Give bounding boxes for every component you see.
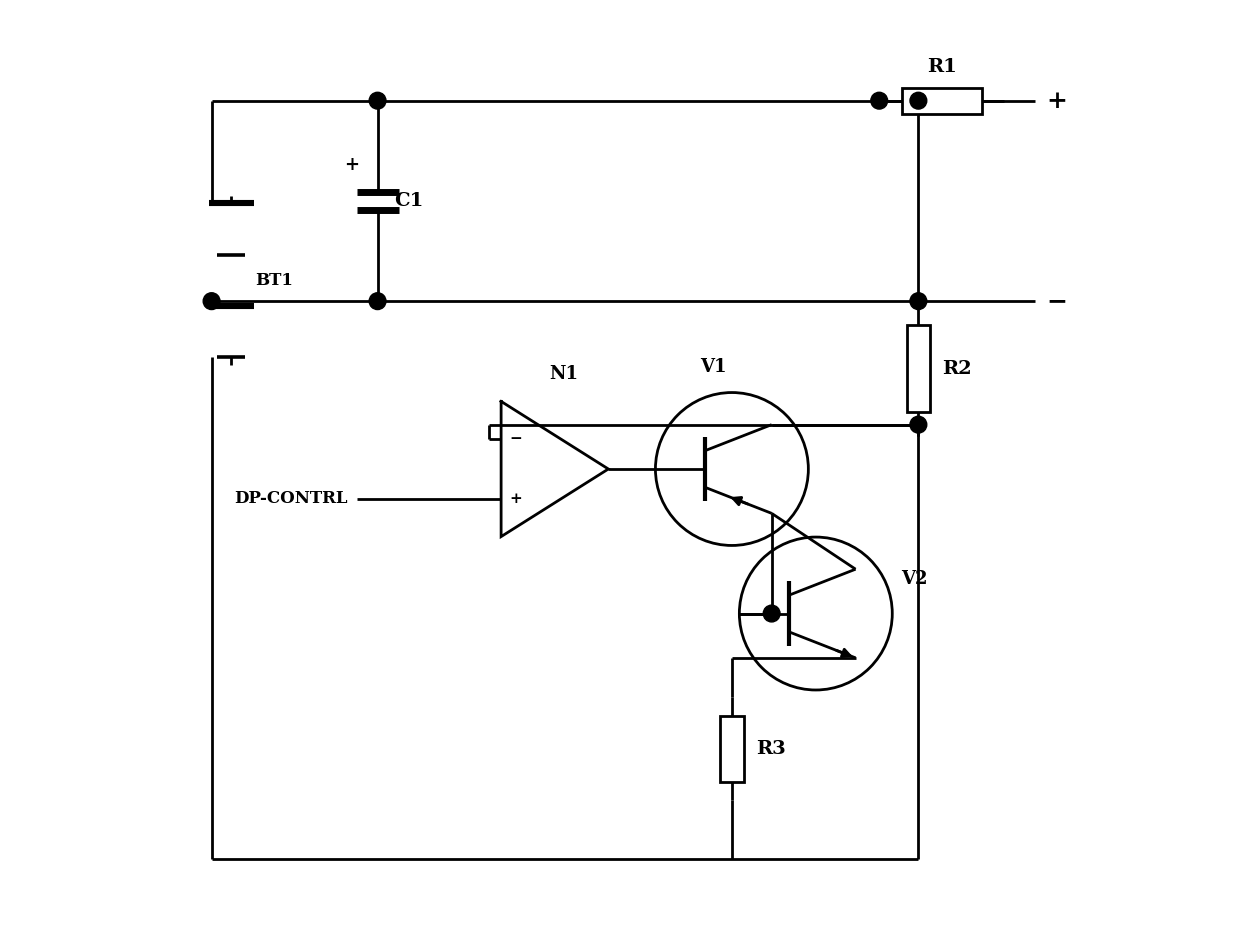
Circle shape (370, 293, 386, 310)
Text: R2: R2 (942, 360, 972, 378)
Text: C1: C1 (394, 192, 424, 210)
Circle shape (910, 92, 926, 109)
Text: −: − (1047, 289, 1068, 313)
Circle shape (910, 416, 926, 433)
Bar (901, 87, 982, 113)
Text: +: + (1047, 89, 1066, 113)
Text: N1: N1 (549, 365, 579, 383)
Text: V2: V2 (901, 570, 928, 588)
Text: +: + (510, 492, 522, 506)
Circle shape (764, 605, 780, 622)
Circle shape (370, 92, 386, 109)
Circle shape (203, 293, 219, 310)
Text: V1: V1 (701, 357, 727, 376)
Text: R3: R3 (755, 740, 785, 758)
Text: +: + (343, 157, 358, 174)
Text: BT1: BT1 (255, 272, 294, 289)
Circle shape (870, 92, 888, 109)
Text: DP-CONTRL: DP-CONTRL (234, 491, 347, 507)
Text: R1: R1 (926, 57, 956, 75)
Circle shape (910, 293, 926, 310)
Bar (720, 716, 744, 781)
Bar (906, 325, 930, 412)
Text: −: − (510, 432, 522, 446)
